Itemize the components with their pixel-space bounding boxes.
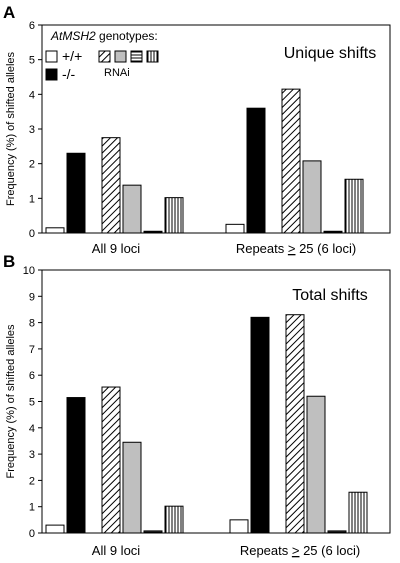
bar: [229, 519, 249, 534]
x-category-label: All 9 loci: [92, 241, 141, 256]
y-axis-label: Frequency (%) of shifted alleles: [5, 324, 17, 479]
y-tick-label: 4: [29, 89, 35, 101]
bar: [327, 530, 347, 534]
bar: [66, 152, 86, 234]
bar: [143, 230, 163, 234]
y-tick-label: 6: [29, 20, 35, 32]
bar: [101, 137, 121, 234]
bar: [66, 397, 86, 534]
y-tick-label: 9: [29, 291, 35, 303]
bar: [306, 395, 326, 534]
legend-title: AtMSH2 genotypes:: [50, 29, 158, 43]
panel-a: A Unique shifts 0 1 2 3 4 5 6 Frequency (%) of sh…: [3, 3, 391, 256]
bar: [45, 227, 65, 234]
legend-swatch: [45, 68, 58, 81]
panel-label: A: [3, 3, 15, 22]
legend-group-label: RNAi: [104, 67, 130, 79]
panel-title: Total shifts: [292, 287, 368, 304]
legend-swatch: [114, 50, 127, 63]
legend-swatch: [130, 50, 143, 63]
bar: [101, 386, 121, 534]
bar: [285, 314, 305, 534]
y-tick-label: 6: [29, 370, 35, 382]
legend-label: -/-: [62, 66, 76, 82]
y-tick-label: 3: [29, 124, 35, 136]
panel-b: B Total shifts 0 1 2 3 4 5 6 7 8 9 10 Frequency (%) o…: [3, 252, 391, 558]
y-tick-label: 0: [29, 228, 35, 240]
y-tick-label: 5: [29, 55, 35, 67]
bar: [250, 316, 270, 534]
bar: [348, 491, 368, 534]
legend-label: +/+: [62, 48, 82, 64]
legend: AtMSH2 genotypes: +/+ -/- RNAi: [45, 29, 159, 82]
y-tick-label: 10: [23, 265, 35, 277]
bar: [164, 505, 184, 534]
x-category-label: All 9 loci: [92, 543, 141, 558]
bar: [143, 530, 163, 534]
bar: [122, 184, 142, 234]
bar: [302, 160, 322, 234]
panel-label: B: [3, 252, 15, 271]
y-axis-label: Frequency (%) of shifted alleles: [5, 51, 17, 206]
bar: [246, 107, 266, 234]
legend-swatch: [45, 50, 58, 63]
plot-frame: [41, 269, 391, 534]
y-tick-label: 0: [29, 528, 35, 540]
y-tick-label: 1: [29, 193, 35, 205]
x-category-label: Repeats > 25 (6 loci): [240, 543, 360, 558]
bar: [323, 230, 343, 234]
y-tick-label: 2: [29, 475, 35, 487]
panel-title: Unique shifts: [284, 45, 377, 62]
bar: [225, 223, 245, 234]
y-tick-label: 3: [29, 449, 35, 461]
x-category-label: Repeats > 25 (6 loci): [236, 241, 356, 256]
bar: [122, 441, 142, 534]
bar: [164, 197, 184, 234]
bar: [344, 178, 364, 234]
bar: [45, 524, 65, 534]
y-tick-label: 8: [29, 318, 35, 330]
y-tick-label: 7: [29, 344, 35, 356]
y-tick-label: 1: [29, 502, 35, 514]
y-tick-label: 2: [29, 159, 35, 171]
y-tick-label: 4: [29, 423, 35, 435]
bar: [281, 88, 301, 234]
legend-swatch: [98, 50, 111, 63]
y-tick-label: 5: [29, 397, 35, 409]
legend-swatch: [146, 50, 159, 63]
